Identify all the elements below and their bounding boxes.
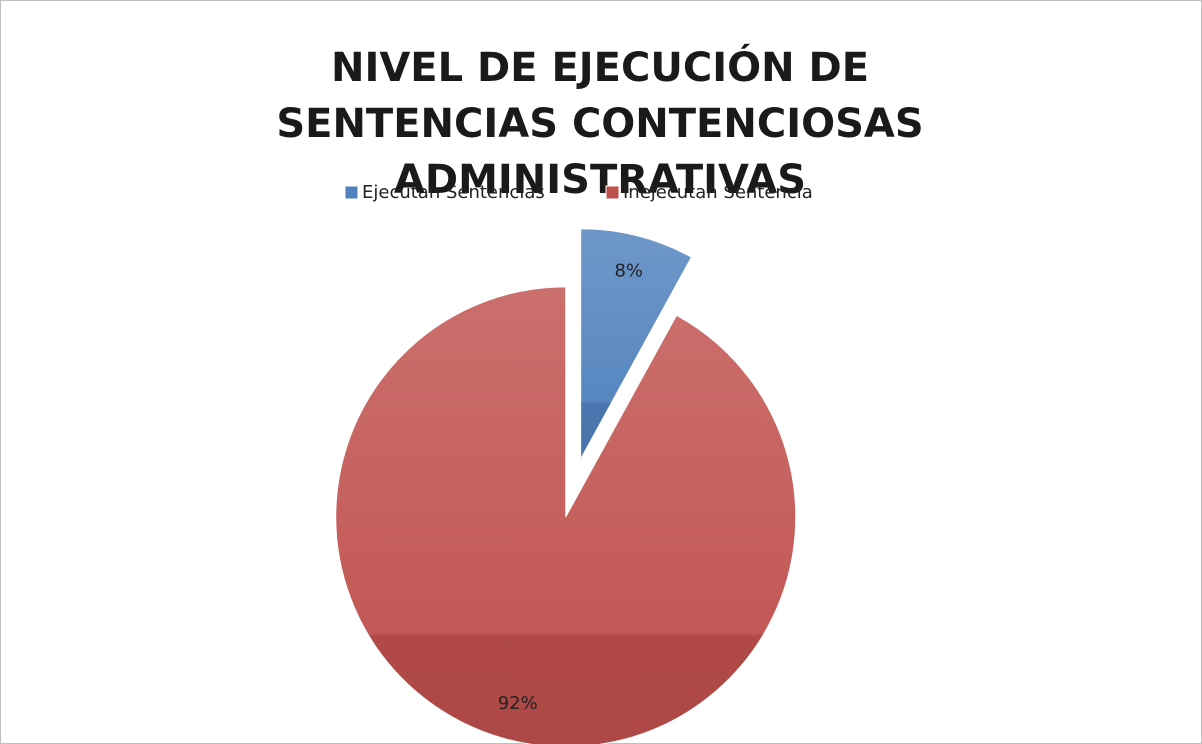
data-label: 92% bbox=[498, 693, 538, 714]
legend-label: Ejecutan Sentencias bbox=[362, 182, 545, 203]
slice-shade bbox=[580, 228, 692, 459]
legend-swatch bbox=[605, 185, 620, 200]
slice-shade bbox=[335, 286, 796, 744]
legend-swatch bbox=[344, 185, 359, 200]
data-label: 8% bbox=[614, 261, 643, 282]
legend-label: Inejecutan Sentencia bbox=[623, 182, 813, 203]
chart-title: NIVEL DE EJECUCIÓN DE SENTENCIAS CONTENC… bbox=[276, 45, 924, 203]
